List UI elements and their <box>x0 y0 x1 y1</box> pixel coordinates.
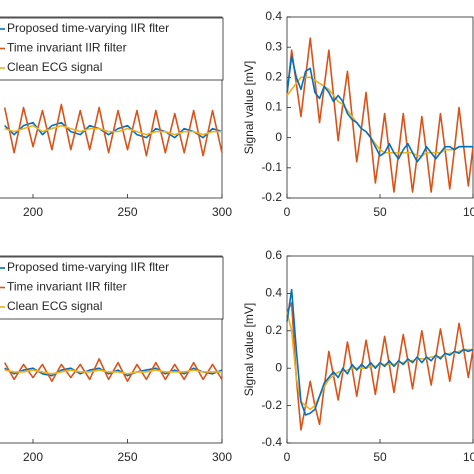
legend-label: Clean ECG signal <box>7 299 102 313</box>
x-tick-label: 50 <box>373 205 387 219</box>
legend-label: Clean ECG signal <box>7 60 102 74</box>
x-tick-label: 100 <box>463 205 474 219</box>
y-tick-label: 0.2 <box>265 323 282 337</box>
y-tick-label: -0.2 <box>261 398 282 412</box>
y-tick-label: -0.4 <box>261 435 282 449</box>
series-line <box>4 369 222 375</box>
x-tick-label: 200 <box>23 450 43 464</box>
y-tick-label: 0.6 <box>265 248 282 262</box>
axes-box <box>286 16 474 199</box>
y-tick-label: -0.2 <box>261 190 282 204</box>
x-tick-label: 250 <box>117 450 137 464</box>
legend-box <box>0 17 224 81</box>
x-tick-label: 0 <box>284 450 291 464</box>
legend-label: Proposed time-varying IIR flter <box>7 260 169 274</box>
y-tick-label: 0.2 <box>265 70 282 84</box>
x-tick-label: 250 <box>117 205 137 219</box>
x-tick-label: 100 <box>463 450 474 464</box>
legend-box <box>0 256 224 320</box>
x-tick-label: 300 <box>212 205 232 219</box>
series-line <box>286 37 474 193</box>
series-line <box>286 301 474 431</box>
x-tick-label: 200 <box>23 205 43 219</box>
series-line <box>3 358 223 383</box>
legend-label: Proposed time-varying IIR flter <box>7 21 169 35</box>
y-axis-label: Signal value [mV] <box>242 61 256 154</box>
y-tick-label: 0.4 <box>265 9 282 23</box>
y-axis-label: Signal value [mV] <box>242 303 256 396</box>
x-tick-label: 300 <box>212 450 232 464</box>
x-tick-label: 50 <box>373 450 387 464</box>
y-tick-label: 0.3 <box>265 39 282 53</box>
y-tick-label: 0 <box>275 360 282 374</box>
series-line <box>286 55 473 163</box>
legend-label: Time invariant IIR filter <box>7 41 127 55</box>
axes-box <box>0 255 223 444</box>
legend-label: Time invariant IIR filter <box>7 280 127 294</box>
series-line <box>286 288 474 416</box>
y-tick-label: 0.4 <box>265 286 282 300</box>
y-tick-label: 0.1 <box>265 100 282 114</box>
series-line <box>3 103 223 157</box>
x-tick-label: 0 <box>284 205 291 219</box>
y-tick-label: 0 <box>275 130 282 144</box>
y-tick-label: -0.1 <box>261 160 282 174</box>
series-line <box>4 124 222 136</box>
axes-box <box>0 16 223 199</box>
axes-box <box>286 255 474 444</box>
